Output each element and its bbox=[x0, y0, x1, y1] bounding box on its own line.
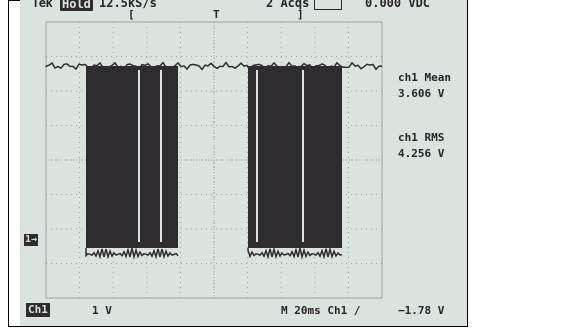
measurement-1-label: ch1 Mean bbox=[398, 71, 451, 84]
timebase-readout: M 20ms Ch1 ∕ bbox=[281, 304, 361, 317]
channel1-trace bbox=[45, 61, 383, 260]
oscilloscope-screen: Tek Hold 12.5kS/s 2 Acqs 0.000 VDC [ T ]… bbox=[20, 0, 467, 326]
hold-badge: Hold bbox=[60, 0, 93, 11]
brand-label: Tek bbox=[32, 0, 53, 10]
trigger-level: −1.78 V bbox=[398, 304, 445, 317]
ground-reference-marker: 1→ bbox=[24, 234, 39, 246]
trigger-envelope-icon bbox=[314, 0, 342, 10]
measurement-2-value: 4.256 V bbox=[398, 147, 445, 160]
trigger-position-marker: T bbox=[213, 8, 220, 21]
pulse-gap bbox=[256, 70, 258, 242]
channel-badge: Ch1 bbox=[26, 303, 50, 317]
volts-per-div: 1 V bbox=[92, 304, 112, 317]
window-right-bracket: ] bbox=[297, 8, 304, 21]
window-left-bracket: [ bbox=[128, 8, 135, 21]
pulse-burst-1 bbox=[86, 66, 178, 248]
high-level-trace bbox=[45, 61, 383, 71]
measurement-1-value: 3.606 V bbox=[398, 87, 445, 100]
pulse-gap bbox=[302, 70, 304, 242]
pulse-bottom-edge bbox=[85, 247, 179, 260]
pulse-gap bbox=[160, 70, 162, 242]
sample-rate: 12.5kS/s bbox=[99, 0, 157, 10]
pulse-gap bbox=[138, 70, 140, 242]
measurement-2-label: ch1 RMS bbox=[398, 131, 445, 144]
pulse-bottom-edge bbox=[247, 246, 343, 260]
pulse-burst-2 bbox=[248, 66, 342, 248]
waveform-display bbox=[45, 21, 383, 299]
acquisition-count: 2 Acqs bbox=[266, 0, 310, 10]
graticule-border bbox=[45, 21, 383, 299]
dc-readout: 0.000 VDC bbox=[365, 0, 431, 10]
